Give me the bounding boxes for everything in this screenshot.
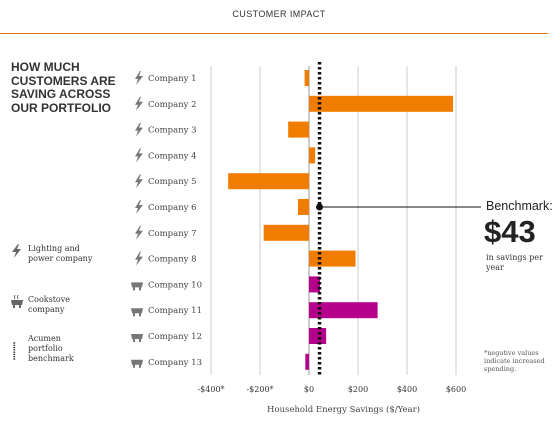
lightning-icon — [135, 251, 143, 266]
lightning-icon — [135, 225, 143, 240]
x-tick-label: $0 — [304, 385, 314, 394]
category-label: Company 6 — [148, 203, 197, 213]
benchmark-marker — [316, 203, 324, 211]
cookstove-icon — [131, 282, 143, 291]
legend-label-benchmark: Acumen portfolio benchmark — [28, 334, 74, 363]
category-label: Company 11 — [148, 306, 202, 316]
bar — [288, 121, 309, 138]
x-tick-label: $600 — [446, 385, 466, 394]
bar — [309, 95, 454, 112]
category-label: Company 8 — [148, 255, 197, 265]
chart-question: HOW MUCH CUSTOMERS ARE SAVING ACROSS OUR… — [11, 60, 116, 115]
lightning-icon — [135, 148, 143, 163]
cookstove-icon — [11, 295, 23, 308]
lightning-icon — [135, 122, 143, 137]
benchmark-subtitle: in savings per year — [486, 253, 543, 272]
lightning-icon — [135, 174, 143, 189]
x-tick-label: $400 — [397, 385, 417, 394]
category-label: Company 4 — [148, 151, 197, 161]
legend-label-lighting: Lighting and power company — [28, 244, 93, 263]
benchmark-title: Benchmark: — [486, 199, 553, 213]
header-divider — [0, 33, 548, 34]
category-label: Company 10 — [148, 280, 202, 290]
chart-header: CUSTOMER IMPACT — [232, 9, 326, 19]
bar — [305, 353, 309, 370]
x-axis-label: Household Energy Savings ($/Year) — [267, 404, 420, 415]
x-tick-label: -$200* — [246, 385, 273, 394]
legend-label-cookstove: Cookstove company — [28, 295, 70, 314]
bar — [309, 302, 378, 319]
category-label: Company 7 — [148, 229, 197, 239]
category-label: Company 13 — [148, 358, 202, 368]
bar — [228, 173, 309, 190]
category-label: Company 3 — [148, 126, 197, 136]
lightning-icon — [12, 244, 21, 258]
bar — [304, 70, 309, 86]
lightning-icon — [135, 200, 143, 214]
category-label: Company 12 — [148, 332, 202, 342]
x-tick-label: $200 — [348, 385, 368, 394]
benchmark-line-icon — [13, 342, 16, 360]
category-label: Company 2 — [148, 100, 197, 110]
lightning-icon — [135, 96, 143, 111]
category-label: Company 1 — [148, 74, 197, 84]
cookstove-icon — [131, 308, 143, 317]
bar — [309, 147, 316, 164]
bar — [309, 250, 356, 267]
bar — [309, 276, 321, 293]
cookstove-icon — [131, 334, 143, 342]
benchmark-value: $43 — [484, 214, 536, 249]
lightning-icon — [135, 71, 143, 85]
bar — [297, 199, 309, 215]
category-label: Company 5 — [148, 177, 197, 187]
bar — [309, 328, 327, 344]
footnote: *negative values indicate increased spen… — [484, 349, 545, 373]
x-tick-label: -$400* — [197, 385, 224, 394]
bar — [263, 224, 309, 241]
cookstove-icon — [131, 359, 143, 368]
